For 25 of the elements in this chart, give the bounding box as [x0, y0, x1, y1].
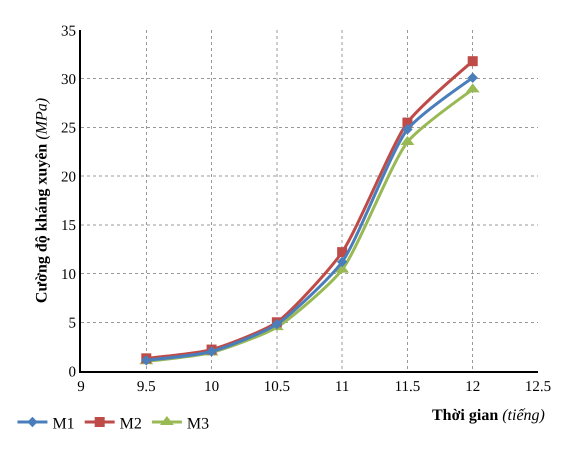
- legend-label: M1: [52, 415, 75, 432]
- y-tick-label: 5: [68, 316, 76, 332]
- x-axis-title: Thời gian (tiếng): [432, 407, 545, 424]
- point: [468, 56, 478, 66]
- x-tick-label: 9: [77, 379, 85, 395]
- x-tick-label: 9.5: [136, 379, 156, 395]
- y-tick-label: 35: [61, 23, 76, 40]
- y-tick-label: 30: [61, 72, 76, 88]
- x-tick-label: 11: [334, 379, 350, 395]
- point: [336, 256, 348, 268]
- point: [402, 124, 413, 135]
- y-tick-label: 20: [61, 169, 76, 186]
- y-tick-label: 25: [61, 120, 76, 137]
- legend-label: M3: [186, 415, 210, 432]
- y-tick-label: 0: [68, 364, 76, 380]
- x-tick-label: 12.5: [524, 379, 552, 395]
- y-tick-label: 10: [61, 266, 76, 283]
- y-axis-title: Cường độ kháng xuyên (MPa): [33, 98, 50, 304]
- x-tick-label: 10.5: [264, 379, 290, 395]
- x-tick-label: 12: [465, 379, 480, 395]
- y-tick-label: 15: [61, 218, 76, 234]
- point: [468, 72, 478, 83]
- x-tick-label: 10: [204, 379, 220, 395]
- legend-label: M2: [120, 415, 142, 432]
- x-tick-label: 11.5: [394, 379, 420, 395]
